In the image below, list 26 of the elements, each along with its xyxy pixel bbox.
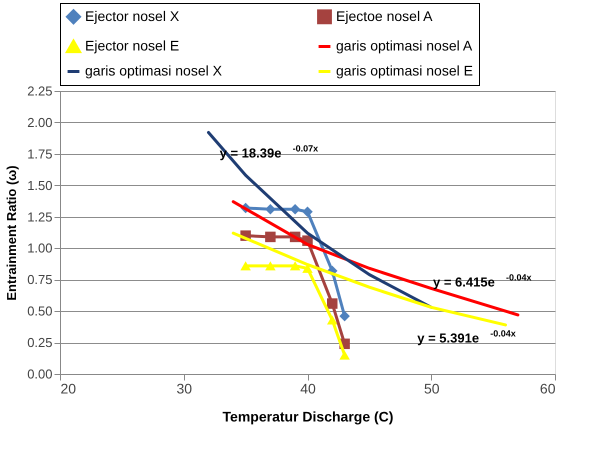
legend-label: garis optimasi nosel X bbox=[85, 62, 223, 78]
y-tick-label: 2.25 bbox=[27, 84, 52, 98]
x-tick-label: 30 bbox=[176, 380, 192, 396]
x-tick-label: 40 bbox=[300, 380, 316, 396]
legend-label: garis optimasi nosel A bbox=[336, 38, 473, 54]
y-axis-title: Entrainment Ratio (ω) bbox=[4, 165, 20, 301]
y-tick-label: 2.00 bbox=[27, 114, 52, 130]
legend-label: garis optimasi nosel E bbox=[336, 62, 473, 78]
y-tick-label: 1.00 bbox=[27, 240, 52, 256]
annotation: y = 5.391e-0.04x bbox=[417, 328, 516, 346]
legend-label: Ejector nosel X bbox=[85, 8, 180, 24]
legend-label: Ejector nosel E bbox=[85, 38, 180, 54]
line-series bbox=[207, 131, 433, 309]
y-tick-label: 1.25 bbox=[27, 209, 52, 224]
y-tick-label: 1.50 bbox=[27, 178, 52, 193]
y-tick-label: 0.25 bbox=[27, 335, 52, 350]
x-tick-label: 50 bbox=[424, 380, 440, 396]
y-tick-label: 0.50 bbox=[27, 304, 52, 319]
x-axis-title: Temperatur Discharge (C) bbox=[222, 408, 394, 424]
annotation: y = 6.415e-0.04x bbox=[433, 272, 532, 290]
y-tick-label: 1.75 bbox=[27, 146, 52, 162]
y-tick-label: 0.00 bbox=[27, 366, 52, 382]
legend-label: Ejectoe nosel A bbox=[336, 8, 434, 24]
x-tick-label: 60 bbox=[540, 380, 556, 396]
y-tick-label: 0.75 bbox=[27, 272, 52, 288]
x-tick-label: 20 bbox=[60, 380, 76, 396]
